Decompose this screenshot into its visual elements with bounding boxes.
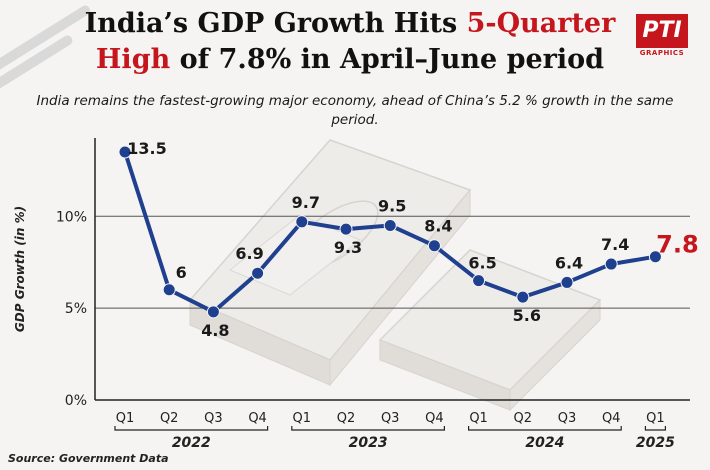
data-point [118,145,132,159]
data-labels: 13.5 6 4.8 6.9 9.7 9.3 9.5 8.4 6.5 5.6 6.4 7.4 7.8 [127,139,698,340]
logo-mark: PTI [636,14,688,48]
chart-title: India’s GDP Growth Hits 5-Quarter High of… [60,6,640,78]
x-tick-label: Q1 [293,411,312,426]
x-tick-label: Q4 [425,411,444,426]
data-point [383,218,397,232]
data-label: 5.6 [513,306,541,325]
x-axis-ticks: Q1 Q2 Q3 Q4 Q1 Q2 Q3 Q4 Q1 Q2 Q3 Q4 Q1 [116,411,665,426]
x-tick-label: Q2 [337,411,356,426]
data-point [251,266,265,280]
data-label: 6.4 [555,253,583,272]
x-tick-label: Q3 [381,411,400,426]
x-tick-label: Q4 [248,411,267,426]
title-text-end: of 7.8% in April–June period [170,44,605,75]
data-point [516,290,530,304]
data-point [560,275,574,289]
data-label: 6 [176,263,187,282]
logo-subtext: GRAPHICS [639,49,685,57]
data-point [472,274,486,288]
data-label: 6.9 [235,244,263,263]
year-bracket [644,426,666,431]
data-label: 7.4 [601,235,629,254]
y-axis-label: GDP Growth (in %) [13,206,27,332]
title-highlight-high: High [95,44,171,75]
data-point [427,239,441,253]
y-axis-ticks: 0% 5% 10% [56,209,87,409]
chart-subtitle: India remains the fastest-growing major … [36,93,674,128]
data-label: 9.5 [378,196,406,215]
year-label: 2024 [525,435,564,451]
year-label: 2022 [172,435,211,451]
data-point [295,215,309,229]
year-bracket [468,426,622,431]
y-tick-label: 5% [65,301,87,317]
data-label: 13.5 [127,139,166,158]
data-point [206,305,220,319]
x-tick-label: Q1 [469,411,488,426]
data-point [162,283,176,297]
year-bracket [114,426,269,431]
data-label: 9.3 [334,238,362,257]
year-bracket [291,426,445,431]
y-tick-label: 10% [56,209,87,225]
x-tick-label: Q3 [558,411,577,426]
x-tick-label: Q2 [514,411,533,426]
x-tick-label: Q4 [602,411,621,426]
x-tick-label: Q2 [160,411,179,426]
year-groups: 2022 2023 2024 2025 [114,426,675,451]
x-tick-label: Q1 [116,411,135,426]
data-points [118,145,662,319]
year-label: 2023 [349,435,388,451]
chart-gridlines [95,215,690,309]
title-highlight-quarter: 5-Quarter [466,8,616,39]
x-tick-label: Q1 [646,411,665,426]
source-note: Source: Government Data [8,452,169,465]
data-point [339,222,353,236]
data-label: 6.5 [468,254,496,273]
title-text-start: India’s GDP Growth Hits [84,8,467,39]
pti-graphics-logo: PTI GRAPHICS [636,14,688,60]
data-label: 8.4 [424,217,452,236]
data-label: 9.7 [292,193,320,212]
data-point [604,257,618,271]
highlight-data-label: 7.8 [656,231,699,259]
data-label: 4.8 [201,321,229,340]
data-point [648,250,662,264]
year-label: 2025 [636,435,675,451]
y-tick-label: 0% [65,393,87,409]
x-tick-label: Q3 [204,411,223,426]
